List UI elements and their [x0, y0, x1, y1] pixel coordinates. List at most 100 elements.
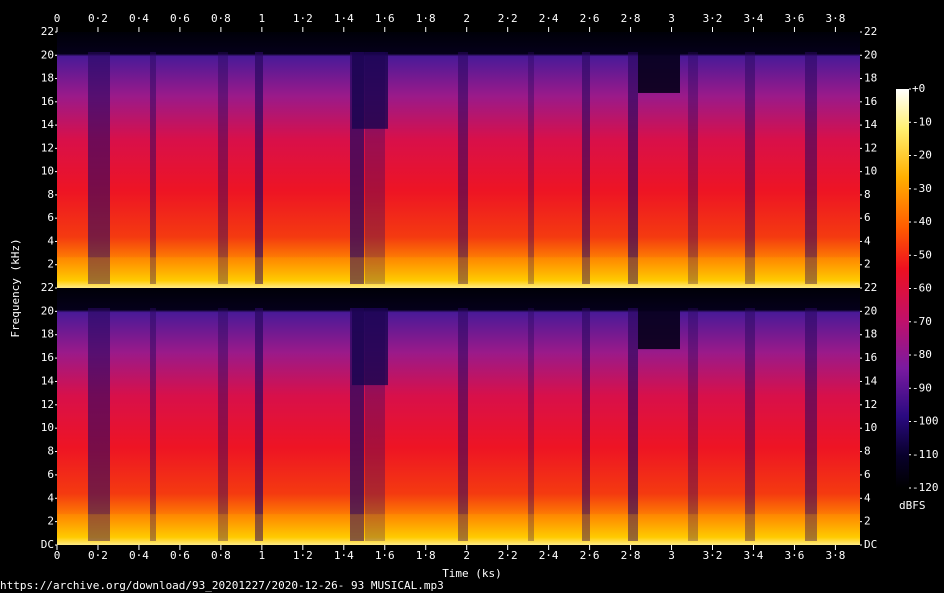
y-tick-label-right: 6 [864, 468, 871, 481]
y-axis-label: Frequency (kHz) [9, 238, 22, 337]
colorbar [896, 89, 909, 488]
y-tick-label-left: 18 [41, 72, 54, 85]
x-tick-label-bottom: 0·8 [211, 549, 231, 562]
y-tick-label-right: 4 [864, 491, 871, 504]
y-tick-label-left: DC [41, 538, 54, 551]
texture-strip [745, 308, 755, 541]
x-tick-label-bottom: 3·4 [744, 549, 764, 562]
y-tick-label-right: 14 [864, 374, 878, 387]
x-tick-label-bottom: 3·2 [703, 549, 723, 562]
x-tick-label-bottom: 2·2 [498, 549, 518, 562]
texture-strip [458, 308, 468, 541]
texture-low [57, 514, 860, 545]
y-tick-label-left: 16 [41, 95, 54, 108]
y-tick-label-right: 2 [864, 515, 871, 528]
texture-strip [458, 52, 468, 284]
y-tick-label-right: 14 [864, 118, 878, 131]
y-tick-label-left: 4 [47, 234, 54, 247]
y-tick-label-left: 20 [41, 304, 54, 317]
x-tick-label-top: 1 [259, 12, 266, 25]
y-tick-label-left: 6 [47, 211, 54, 224]
x-tick-label-bottom: 2 [463, 549, 470, 562]
x-tick-label-top: 2·2 [498, 12, 518, 25]
x-tick-label-bottom: 2·4 [539, 549, 559, 562]
texture-strip [582, 52, 590, 284]
y-tick-label-left: 12 [41, 141, 54, 154]
x-tick-label-bottom: 1·4 [334, 549, 354, 562]
x-tick-label-bottom: 1 [259, 549, 266, 562]
texture-strip [150, 308, 156, 541]
texture-strip [218, 52, 228, 284]
texture-cut [352, 308, 388, 386]
colorbar-tick-label: -120 [912, 481, 939, 494]
x-tick-label-bottom: 3·8 [825, 549, 845, 562]
y-tick-label-right: 22 [864, 25, 877, 38]
x-tick-label-top: 2·8 [621, 12, 641, 25]
y-tick-label-left: 2 [47, 258, 54, 271]
x-tick-label-bottom: 2·8 [621, 549, 641, 562]
x-tick-label-top: 3·8 [825, 12, 845, 25]
x-tick-label-bottom: 2·6 [580, 549, 600, 562]
x-tick-label-bottom: 3 [668, 549, 675, 562]
colorbar-label: dBFS [899, 499, 926, 512]
y-tick-label-right: 18 [864, 328, 877, 341]
colorbar-tick-label: -10 [912, 115, 932, 128]
y-tick-label-left: 14 [41, 374, 55, 387]
y-tick-label-left: 12 [41, 398, 54, 411]
texture-strip [582, 308, 590, 541]
x-tick-label-top: 0·4 [129, 12, 149, 25]
y-tick-label-left: 10 [41, 421, 54, 434]
x-tick-label-top: 0·2 [88, 12, 108, 25]
spectrogram-texture [57, 52, 860, 545]
y-tick-label-left: 18 [41, 328, 54, 341]
y-tick-label-right: 16 [864, 351, 877, 364]
y-tick-label-left: 22 [41, 281, 54, 294]
y-tick-label-right: DC [864, 538, 877, 551]
texture-strip [745, 52, 755, 284]
texture-cut [638, 52, 680, 93]
y-tick-label-left: 14 [41, 118, 55, 131]
y-tick-label-right: 16 [864, 95, 877, 108]
colorbar-tick-label: -100 [912, 415, 939, 428]
colorbar-tick-label: -30 [912, 182, 932, 195]
texture-cut [638, 308, 680, 350]
texture-strip [688, 52, 698, 284]
x-tick-label-top: 0·6 [170, 12, 190, 25]
texture-strip [528, 52, 534, 284]
colorbar-tick-label: +0 [912, 82, 925, 95]
x-tick-label-bottom: 1·6 [375, 549, 395, 562]
x-tick-label-bottom: 3·6 [785, 549, 805, 562]
x-tick-label-top: 3·6 [785, 12, 805, 25]
y-tick-label-right: 10 [864, 165, 877, 178]
source-url: https://archive.org/download/93_20201227… [0, 579, 444, 592]
y-tick-label-right: 8 [864, 188, 871, 201]
x-tick-label-top: 1·6 [375, 12, 395, 25]
y-tick-label-right: 12 [864, 141, 877, 154]
y-tick-label-left: 8 [47, 188, 54, 201]
texture-strip [255, 308, 263, 541]
colorbar-tick-label: -20 [912, 149, 932, 162]
y-tick-label-right: 12 [864, 398, 877, 411]
x-tick-label-top: 2 [463, 12, 470, 25]
x-tick-label-top: 1·2 [293, 12, 313, 25]
x-axis-label: Time (ks) [442, 567, 502, 580]
y-tick-label-left: 8 [47, 445, 54, 458]
y-tick-label-right: 6 [864, 211, 871, 224]
x-tick-label-bottom: 0·4 [129, 549, 149, 562]
x-tick-label-top: 3·2 [703, 12, 723, 25]
x-tick-label-bottom: 0·2 [88, 549, 108, 562]
texture-strip [88, 52, 110, 284]
texture-strip [255, 52, 263, 284]
y-tick-label-left: 4 [47, 491, 54, 504]
y-tick-label-left: 22 [41, 25, 54, 38]
texture-strip [805, 308, 817, 541]
texture-strip [805, 52, 817, 284]
colorbar-tick-label: -40 [912, 215, 932, 228]
colorbar-tick-label: -60 [912, 282, 932, 295]
y-tick-label-left: 6 [47, 468, 54, 481]
texture-strip [88, 308, 110, 541]
texture-strip [218, 308, 228, 541]
y-tick-label-right: 20 [864, 48, 877, 61]
texture-low [57, 257, 860, 288]
